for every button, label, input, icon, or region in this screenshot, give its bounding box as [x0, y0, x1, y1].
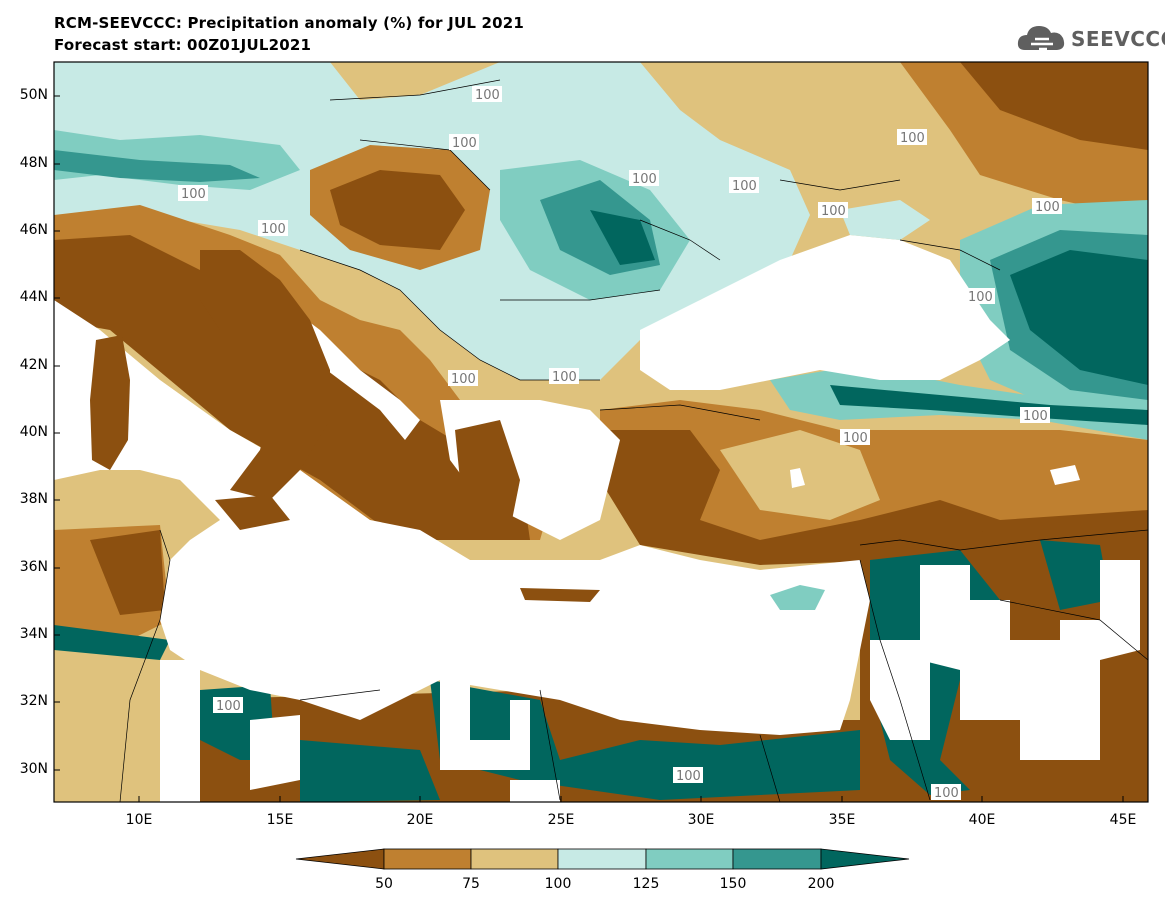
no-data-region-east [920, 560, 1140, 760]
mediterranean-sea [54, 300, 870, 735]
seevccc-logo: SEEVCCC [1017, 22, 1165, 56]
lon-label-45e: 45E [1109, 812, 1137, 828]
contour-label: 100 [968, 290, 993, 305]
colorbar-swatch-50-75 [383, 848, 472, 870]
extreme-wet-libya-coast [54, 625, 170, 660]
contour-label: 100 [261, 222, 286, 237]
wet-core-alps [54, 150, 260, 182]
no-data-region-libya-west [160, 660, 200, 802]
lat-label-44n: 44N [19, 289, 48, 305]
contour-label: 100 [732, 179, 757, 194]
map-title: RCM-SEEVCCC: Precipitation anomaly (%) f… [54, 14, 525, 32]
map-frame [53, 61, 1149, 803]
contour-label: 100 [452, 136, 477, 151]
extreme-wet-egypt-coast [430, 680, 860, 800]
colorbar-label-125: 125 [632, 876, 660, 892]
lat-label-34n: 34N [19, 626, 48, 642]
lon-label-35e: 35E [828, 812, 856, 828]
contour-label: 100 [821, 204, 846, 219]
lat-label-46n: 46N [19, 222, 48, 238]
lon-label-10e: 10E [125, 812, 153, 828]
lon-label-15e: 15E [266, 812, 294, 828]
colorbar-swatch-100-125 [557, 848, 647, 870]
contour-label: 100 [632, 172, 657, 187]
colorbar-label-100: 100 [544, 876, 572, 892]
very-dry-hungary [330, 170, 465, 250]
no-data-region-egypt [510, 780, 560, 802]
contour-label: 100 [1035, 200, 1060, 215]
lon-label-30e: 30E [687, 812, 715, 828]
colorbar [295, 848, 910, 870]
lake-tuz [790, 468, 805, 488]
contour-label: 100 [676, 769, 701, 784]
italy-peninsula [200, 250, 330, 500]
extreme-core-caucasus [1010, 250, 1148, 385]
colorbar-label-50: 50 [375, 876, 393, 892]
colorbar-swatch-125-150 [645, 848, 734, 870]
lon-label-40e: 40E [968, 812, 996, 828]
colorbar-label-200: 200 [807, 876, 835, 892]
crimea [840, 200, 930, 240]
extreme-core-romania [590, 210, 655, 265]
crete [520, 588, 600, 602]
lake-van [1050, 465, 1080, 485]
colorbar-swatch-lt50 [295, 848, 385, 870]
lat-label-40n: 40N [19, 424, 48, 440]
very-dry-tunisia [90, 530, 165, 615]
sicily [215, 495, 290, 530]
cyprus [770, 585, 825, 610]
colorbar-swatch-gt200 [820, 848, 910, 870]
no-data-region-jordan [870, 640, 930, 740]
lat-label-50n: 50N [19, 87, 48, 103]
extreme-zone-turkey-north [830, 385, 1148, 425]
colorbar-swatch-150-200 [732, 848, 822, 870]
contour-labels: 100 100 100 100 100 100 100 100 100 100 … [178, 86, 1062, 801]
lat-label-42n: 42N [19, 357, 48, 373]
axis-ticks [54, 95, 1124, 802]
forecast-start-label: Forecast start: 00Z01JUL2021 [54, 36, 312, 54]
lat-label-38n: 38N [19, 491, 48, 507]
colorbar-label-150: 150 [719, 876, 747, 892]
contour-label: 100 [181, 187, 206, 202]
lat-label-32n: 32N [19, 693, 48, 709]
lat-label-48n: 48N [19, 155, 48, 171]
extreme-wet-syria [1040, 540, 1110, 610]
contour-label: 100 [900, 131, 925, 146]
contour-label: 100 [216, 699, 241, 714]
sardinia-corsica [90, 335, 130, 470]
map-field [54, 62, 1148, 802]
lat-label-36n: 36N [19, 559, 48, 575]
lon-label-25e: 25E [547, 812, 575, 828]
black-sea [640, 235, 1010, 390]
contour-label: 100 [451, 372, 476, 387]
greece-peninsula [455, 420, 520, 530]
very-dry-northeast [960, 62, 1148, 150]
cloud-icon [1017, 26, 1065, 51]
contour-label: 100 [843, 431, 868, 446]
lon-label-20e: 20E [406, 812, 434, 828]
contour-label: 100 [934, 786, 959, 801]
contour-label: 100 [552, 370, 577, 385]
colorbar-swatch-75-100 [470, 848, 559, 870]
contour-label: 100 [475, 88, 500, 103]
no-data-region-libya-east [440, 680, 530, 770]
contour-label: 100 [1023, 409, 1048, 424]
logo-text: SEEVCCC [1071, 27, 1165, 51]
colorbar-label-75: 75 [462, 876, 480, 892]
lat-label-30n: 30N [19, 761, 48, 777]
extreme-wet-sirte [300, 740, 440, 802]
no-data-region-libya-central [250, 715, 300, 790]
